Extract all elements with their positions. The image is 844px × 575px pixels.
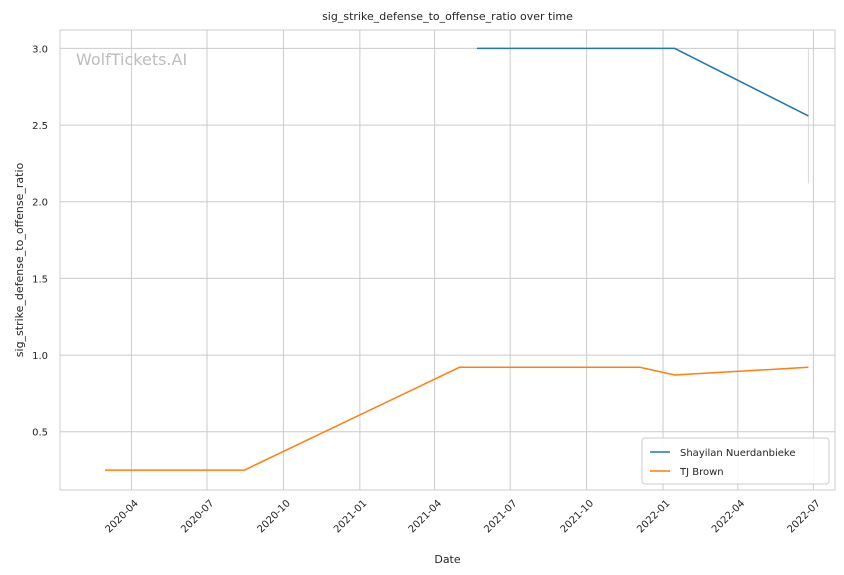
- y-axis-ticks: 0.5 1.0 1.5 2.0 2.5 3.0: [32, 44, 48, 438]
- x-tick-label: 2020-04: [104, 498, 141, 535]
- legend-label: Shayilan Nuerdanbieke: [680, 448, 796, 459]
- y-tick-label: 1.0: [32, 351, 48, 362]
- y-axis-label: sig_strike_defense_to_offense_ratio: [13, 163, 26, 358]
- x-axis-label: Date: [434, 553, 461, 566]
- plot-frame: [59, 29, 836, 491]
- chart-title: sig_strike_defense_to_offense_ratio over…: [322, 10, 573, 23]
- legend-box: [641, 437, 830, 485]
- x-tick-label: 2021-10: [559, 498, 596, 535]
- series-lines: [104, 47, 809, 471]
- x-tick-label: 2022-07: [786, 498, 823, 535]
- x-tick-label: 2020-10: [256, 498, 293, 535]
- y-tick-label: 0.5: [32, 428, 48, 439]
- x-axis-ticks: 2020-04 2020-07 2020-10 2021-01 2021-04 2021-…: [104, 498, 823, 535]
- y-tick-label: 3.0: [32, 44, 48, 55]
- x-tick-label: 2020-07: [179, 498, 216, 535]
- y-tick-label: 1.5: [32, 274, 48, 285]
- x-tick-label: 2021-01: [332, 498, 369, 535]
- legend-label: TJ Brown: [679, 467, 724, 478]
- x-tick-label: 2021-04: [407, 498, 444, 535]
- series-line-1: [477, 47, 809, 117]
- y-tick-label: 2.0: [32, 198, 48, 209]
- y-tick-label: 2.5: [32, 121, 48, 132]
- x-tick-label: 2022-01: [635, 498, 672, 535]
- grid: [60, 30, 835, 490]
- series-line-2: [104, 366, 809, 471]
- legend: Shayilan Nuerdanbieke TJ Brown: [641, 437, 830, 485]
- x-tick-label: 2022-04: [710, 498, 747, 535]
- x-tick-label: 2021-07: [482, 498, 519, 535]
- watermark: WolfTickets.AI: [76, 50, 187, 69]
